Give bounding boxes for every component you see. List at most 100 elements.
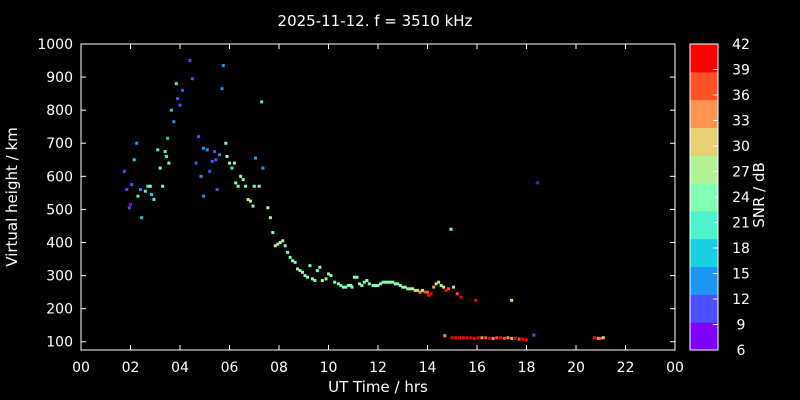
data-point: [180, 88, 184, 92]
data-point: [214, 158, 218, 162]
data-point: [298, 269, 302, 273]
x-tick-label: 18: [518, 360, 536, 376]
data-point: [376, 283, 380, 287]
data-point: [495, 336, 499, 340]
x-tick-label: 00: [72, 360, 90, 376]
x-tick-label: 16: [468, 360, 486, 376]
data-point: [303, 274, 307, 278]
data-point: [525, 338, 528, 342]
colorbar-tick-label: 27: [732, 165, 750, 181]
data-point: [426, 290, 429, 294]
data-point: [344, 285, 348, 289]
data-point: [459, 295, 463, 299]
data-point: [252, 184, 256, 188]
data-point: [224, 141, 228, 145]
data-point: [251, 204, 255, 208]
colorbar-band: [690, 99, 718, 128]
data-point: [465, 336, 469, 340]
data-point: [315, 269, 319, 273]
data-point: [213, 150, 217, 154]
x-tick-label: 14: [419, 360, 437, 376]
data-point: [324, 277, 328, 281]
data-point: [188, 59, 192, 63]
data-point: [260, 100, 264, 104]
data-point: [381, 280, 385, 284]
data-point: [230, 166, 234, 170]
data-point: [305, 275, 309, 279]
data-point: [418, 290, 422, 294]
data-point: [136, 194, 140, 198]
colorbar-band: [690, 210, 718, 240]
data-point: [271, 231, 275, 235]
data-point: [434, 282, 438, 286]
plot-area: [80, 43, 676, 351]
y-tick-label: 300: [46, 269, 73, 285]
data-point: [199, 174, 203, 178]
data-point: [273, 244, 277, 248]
data-point: [127, 206, 131, 210]
data-point: [122, 169, 126, 173]
data-point: [401, 285, 405, 289]
data-point: [346, 283, 350, 287]
data-point: [329, 274, 333, 278]
data-point: [241, 178, 245, 182]
colorbar-tick-label: 36: [732, 88, 750, 104]
data-point: [278, 240, 282, 244]
data-point: [176, 97, 180, 101]
data-point: [135, 141, 139, 145]
data-point: [129, 202, 132, 206]
y-tick-label: 400: [46, 235, 73, 251]
data-point: [355, 275, 359, 279]
colorbar-tick-label: 9: [737, 318, 746, 334]
data-point: [427, 293, 431, 297]
colorbar-tick-label: 33: [732, 114, 750, 130]
data-point: [396, 282, 400, 286]
data-point: [439, 283, 443, 287]
data-point: [202, 146, 206, 150]
data-point: [349, 283, 353, 287]
data-point: [261, 166, 265, 170]
data-point: [357, 282, 361, 286]
colorbar-band: [690, 155, 718, 184]
data-point: [416, 288, 420, 292]
data-point: [455, 292, 459, 296]
colorbar: 6 9 12 15 18 21 24 27 30 33 36 39 42: [689, 37, 750, 359]
data-point: [132, 158, 136, 162]
data-point: [502, 336, 506, 340]
data-point: [327, 272, 330, 276]
colorbar-tick-label: 30: [732, 139, 750, 155]
data-point: [374, 283, 378, 287]
colorbar-tick-label: 15: [732, 267, 750, 283]
data-point: [130, 183, 134, 187]
x-tick-label: 02: [122, 360, 140, 376]
data-point: [521, 337, 525, 341]
data-point: [458, 336, 462, 340]
data-point: [281, 239, 285, 243]
data-point: [253, 156, 257, 160]
data-point: [421, 288, 425, 292]
data-point: [443, 334, 447, 338]
data-point: [166, 136, 170, 140]
y-tick-label: 100: [46, 335, 73, 351]
data-point: [163, 150, 167, 154]
data-point: [288, 255, 292, 259]
data-point: [228, 161, 231, 165]
y-tick-label: 800: [46, 103, 73, 119]
data-point: [225, 154, 229, 158]
data-point: [411, 287, 415, 291]
colorbar-tick-label: 21: [732, 216, 750, 232]
data-point: [450, 336, 454, 340]
data-point: [480, 336, 484, 340]
data-point: [352, 275, 356, 279]
data-point: [296, 267, 300, 271]
data-point: [218, 153, 222, 157]
x-axis-label: UT Time / hrs: [328, 378, 428, 396]
data-point: [499, 336, 503, 340]
colorbar-band: [690, 44, 718, 73]
data-point: [239, 174, 243, 178]
data-point: [341, 285, 345, 289]
data-point: [536, 181, 540, 185]
data-point: [593, 336, 597, 340]
y-tick-label: 600: [46, 169, 73, 185]
data-point: [156, 148, 160, 152]
